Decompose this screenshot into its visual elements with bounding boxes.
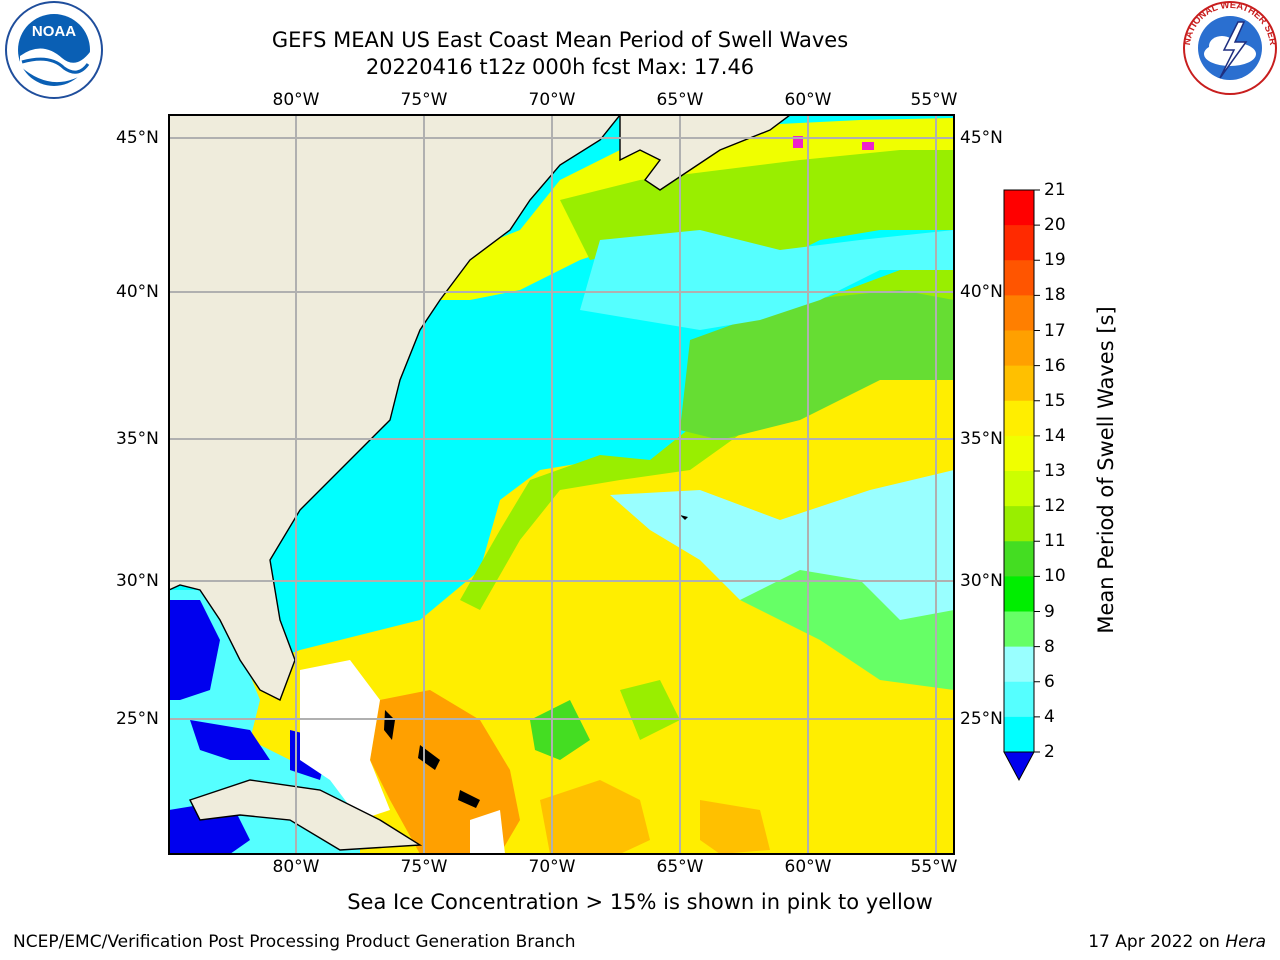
colorbar-segment	[1004, 681, 1034, 718]
lat-label-right: 25°N	[960, 709, 1003, 729]
colorbar-tick-label: 15	[1044, 390, 1066, 411]
lat-label-left: 40°N	[116, 282, 159, 302]
lon-label-bottom: 80°W	[272, 857, 320, 877]
national-weather-service-logo: NATIONAL WEATHER SERVICE	[1180, 0, 1278, 95]
sea-ice-note: Sea Ice Concentration > 15% is shown in …	[347, 890, 933, 914]
colorbar-tick-label: 11	[1044, 531, 1066, 552]
lon-label-top: 70°W	[528, 90, 576, 110]
lon-label-top: 55°W	[910, 90, 958, 110]
lat-label-right: 35°N	[960, 429, 1003, 449]
lat-label-right: 30°N	[960, 571, 1003, 591]
colorbar	[1003, 189, 1040, 782]
colorbar-segment	[1004, 260, 1034, 296]
colorbar-tick-label: 9	[1044, 601, 1055, 622]
lon-label-top: 60°W	[784, 90, 832, 110]
colorbar-tick-label: 21	[1044, 180, 1066, 200]
colorbar-segment	[1004, 435, 1034, 472]
colorbar-segment	[1004, 541, 1034, 577]
colorbar-segment	[1004, 716, 1034, 753]
colorbar-arrow	[1003, 751, 1035, 782]
colorbar-tick-label: 16	[1044, 355, 1066, 376]
colorbar-segment	[1004, 576, 1034, 612]
map-frame	[168, 114, 955, 855]
chart-subtitle: 20220416 t12z 000h fcst Max: 17.46	[365, 55, 755, 79]
colorbar-segment	[1004, 506, 1034, 542]
colorbar-segment	[1004, 295, 1034, 331]
colorbar-segment	[1004, 471, 1034, 507]
lat-label-left: 25°N	[116, 709, 159, 729]
map-gridlines	[169, 115, 954, 854]
lat-label-left: 45°N	[116, 128, 159, 148]
colorbar-tick-label: 12	[1044, 496, 1066, 517]
colorbar-tick-label: 19	[1044, 250, 1066, 271]
map-plot-area	[169, 115, 954, 854]
colorbar-tick-label: 6	[1044, 671, 1055, 692]
colorbar-segment	[1004, 225, 1034, 261]
lon-label-top: 75°W	[400, 90, 448, 110]
colorbar-segment	[1004, 646, 1034, 683]
colorbar-segment	[1004, 330, 1034, 367]
lon-label-top: 80°W	[272, 90, 320, 110]
colorbar-tick-label: 13	[1044, 461, 1066, 481]
colorbar-tick-label: 18	[1044, 285, 1066, 306]
chart-title: GEFS MEAN US East Coast Mean Period of S…	[271, 28, 849, 52]
colorbar-segment	[1004, 611, 1034, 648]
lat-label-left: 35°N	[116, 429, 159, 449]
lon-label-bottom: 65°W	[656, 857, 704, 877]
colorbar-tick-label: 4	[1044, 706, 1055, 727]
svg-text:NOAA: NOAA	[32, 23, 76, 40]
lon-label-top: 65°W	[656, 90, 704, 110]
lon-label-bottom: 75°W	[400, 857, 448, 877]
colorbar-segment	[1004, 190, 1034, 226]
colorbar-tick-label: 8	[1044, 636, 1055, 657]
lat-label-left: 30°N	[116, 571, 159, 591]
colorbar-segment	[1004, 400, 1034, 437]
lat-label-right: 45°N	[960, 128, 1003, 148]
colorbar-segment	[1004, 365, 1034, 402]
colorbar-tick-label: 10	[1044, 566, 1066, 587]
colorbar-tick-label: 17	[1044, 320, 1066, 341]
noaa-logo: NOAA	[5, 1, 103, 99]
colorbar-label: Mean Period of Swell Waves [s]	[1094, 306, 1118, 634]
lon-label-bottom: 60°W	[784, 857, 832, 877]
colorbar-tick-label: 20	[1044, 215, 1066, 236]
lon-label-bottom: 55°W	[910, 857, 958, 877]
footer-date: 17 Apr 2022 on Hera	[1088, 932, 1266, 952]
lon-label-bottom: 70°W	[528, 857, 576, 877]
colorbar-tick-label: 2	[1044, 742, 1055, 762]
lat-label-right: 40°N	[960, 282, 1003, 302]
footer-credit: NCEP/EMC/Verification Post Processing Pr…	[13, 932, 576, 952]
colorbar-tick-label: 14	[1044, 425, 1066, 446]
